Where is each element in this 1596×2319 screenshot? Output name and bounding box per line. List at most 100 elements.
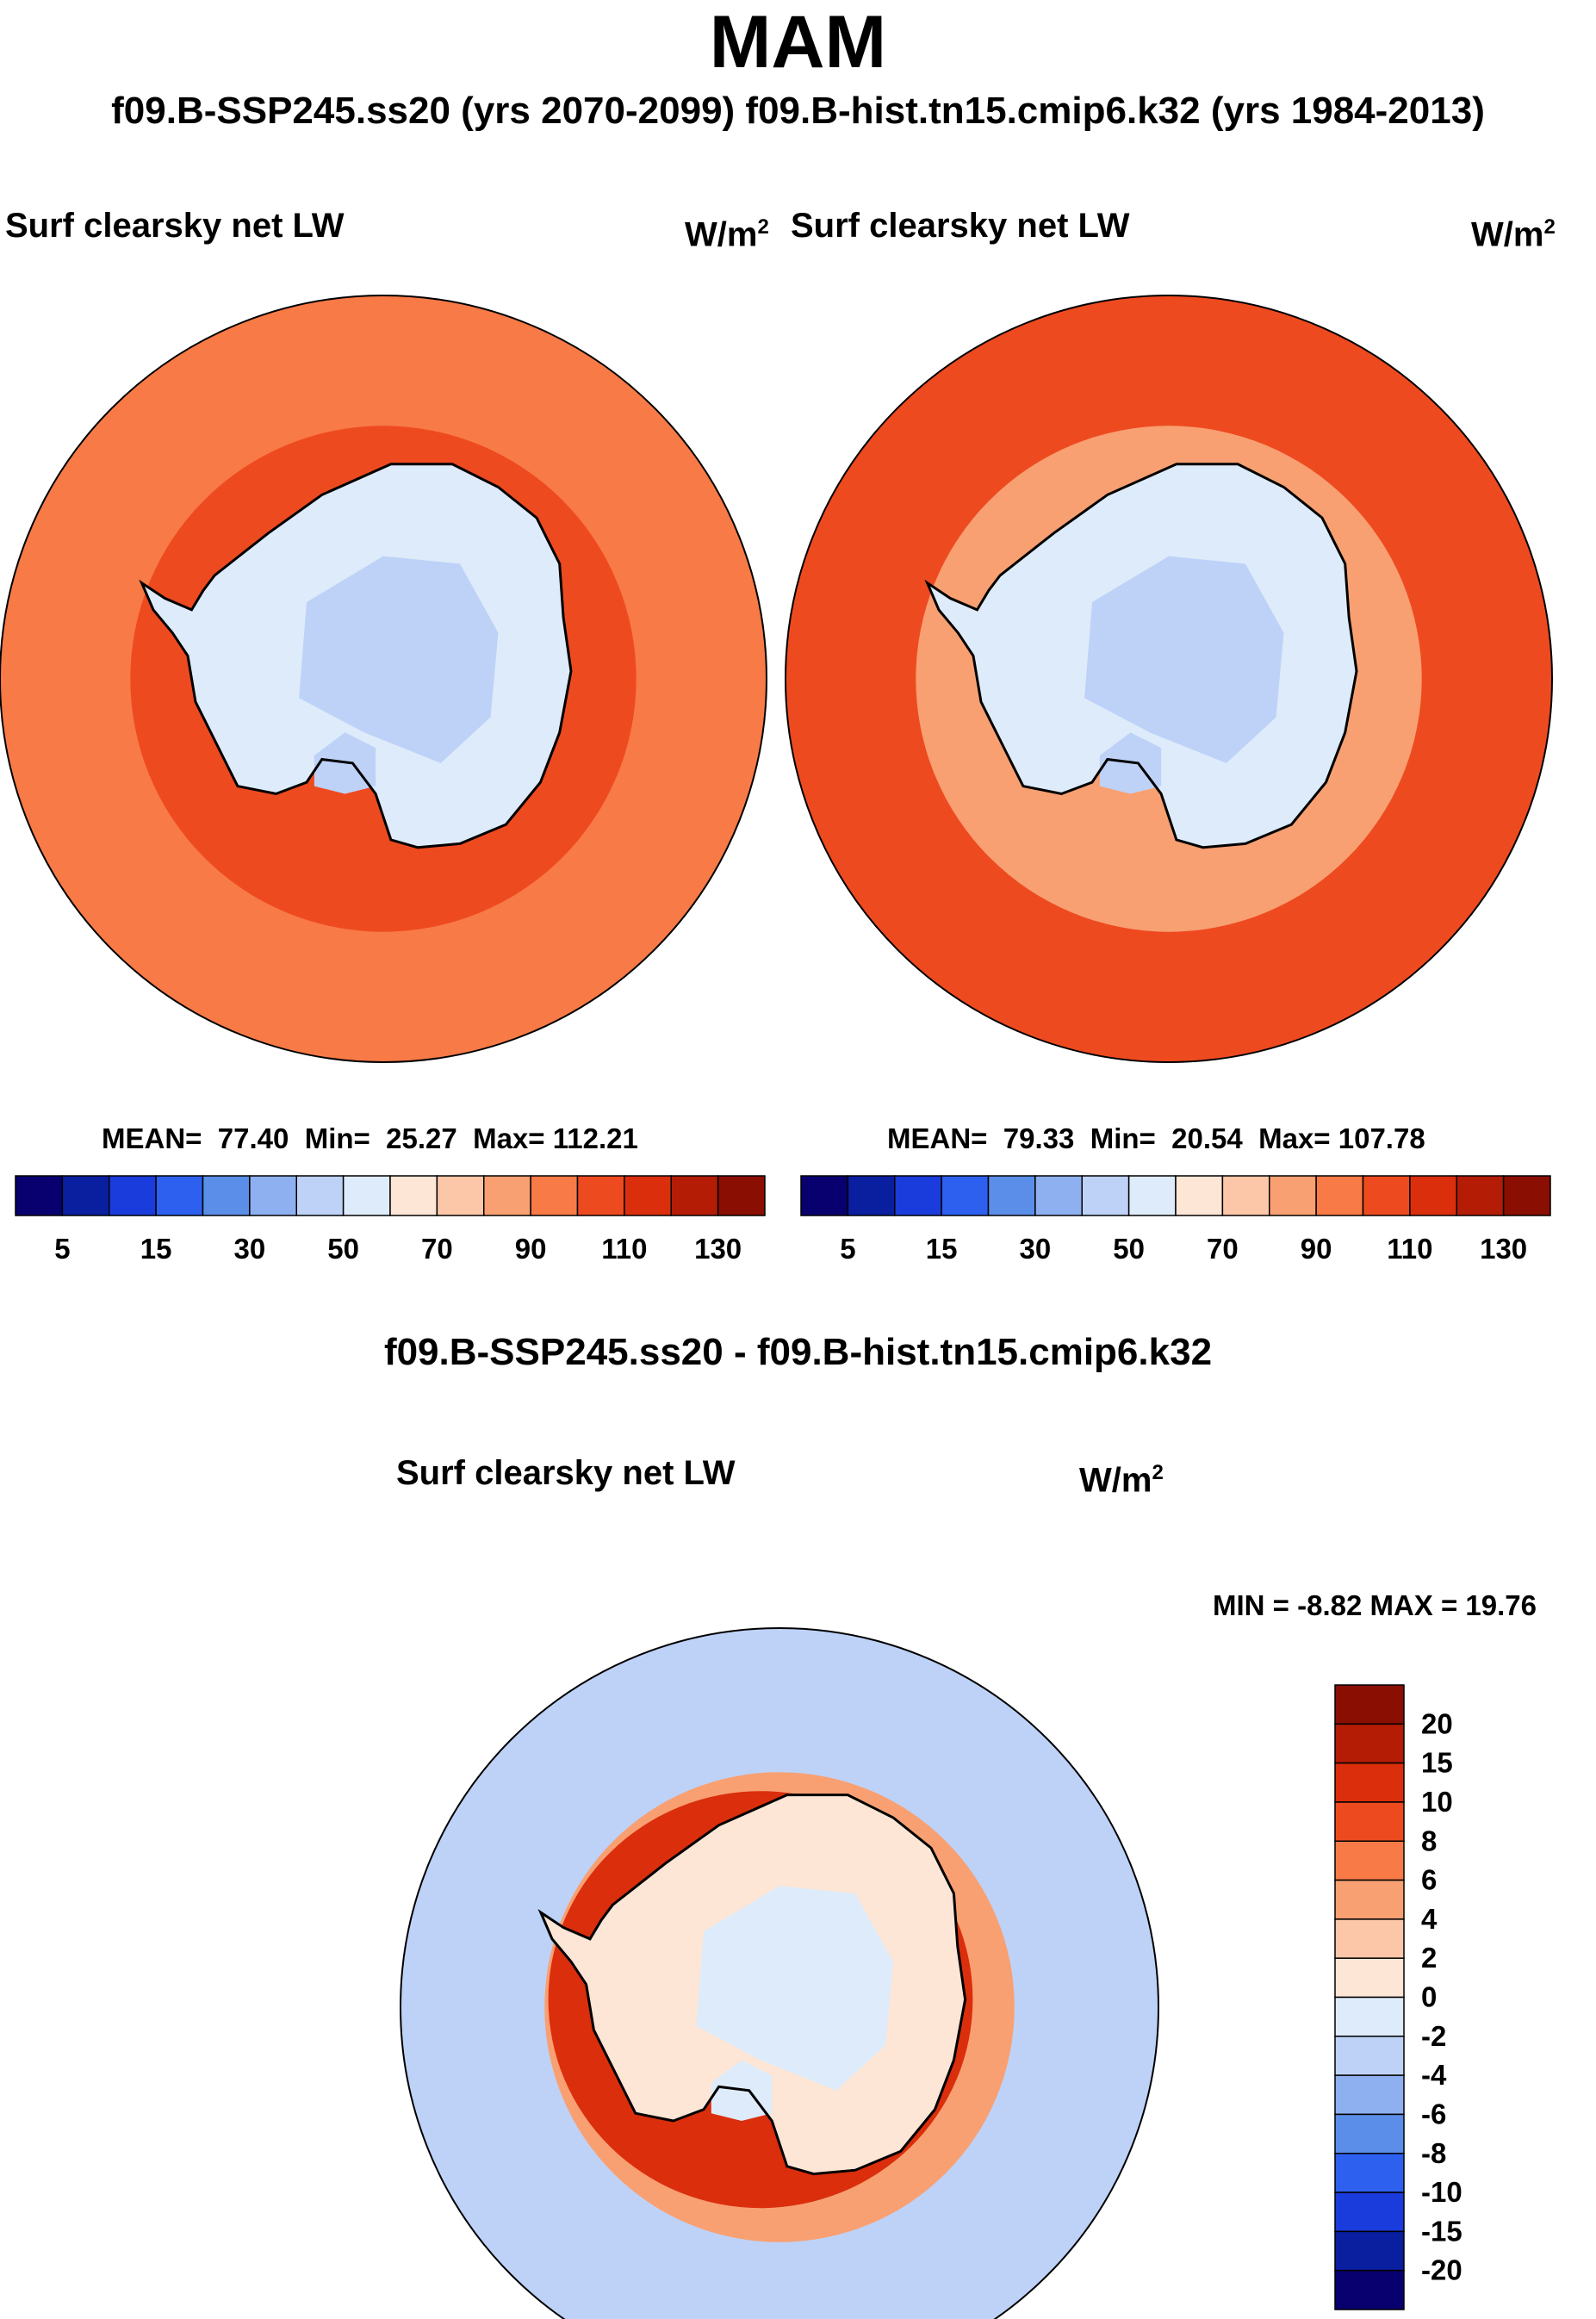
- right-colorbar-box: [1362, 1175, 1411, 1216]
- right-colorbar-tick-label: 15: [926, 1233, 958, 1265]
- right-colorbar-tick-label: 110: [1387, 1233, 1432, 1265]
- diff-colorbar-box: [1334, 1957, 1405, 1999]
- diff-colorbar-tick-label: 15: [1421, 1747, 1453, 1779]
- right-colorbar-box: [800, 1175, 849, 1216]
- left-colorbar-box: [109, 1175, 157, 1216]
- right-colorbar-box: [1269, 1175, 1317, 1216]
- diff-colorbar-box: [1334, 2113, 1405, 2154]
- right-colorbar-box: [941, 1175, 990, 1216]
- diff-colorbar-box: [1334, 2192, 1405, 2233]
- left-colorbar-box: [624, 1175, 672, 1216]
- left-colorbar-box: [717, 1175, 766, 1216]
- diff-colorbar-box: [1334, 1918, 1405, 1959]
- diff-colorbar-box: [1334, 1840, 1405, 1881]
- right-colorbar-box: [1081, 1175, 1130, 1216]
- left-colorbar-box: [576, 1175, 625, 1216]
- left-colorbar-tick-label: 90: [515, 1233, 547, 1265]
- diff-colorbar-tick-label: -2: [1421, 2020, 1446, 2052]
- left-colorbar-box: [15, 1175, 64, 1216]
- left-colorbar: 5 15 30 50 70 90 110 130: [15, 1175, 766, 1265]
- diff-field-label: Surf clearsky net LW: [396, 1454, 736, 1492]
- diff-units: W/m2: [1079, 1461, 1164, 1500]
- diff-colorbar-box: [1334, 2036, 1405, 2076]
- right-units: W/m2: [1471, 215, 1556, 254]
- right-colorbar: 5 15 30 50 70 90 110 130: [800, 1175, 1551, 1265]
- left-colorbar-box: [670, 1175, 719, 1216]
- main-title: MAM: [709, 1, 887, 84]
- diff-colorbar-box: [1334, 1801, 1405, 1842]
- right-colorbar-box: [1315, 1175, 1364, 1216]
- diff-colorbar-tick-label: -6: [1421, 2098, 1446, 2129]
- diff-colorbar-tick-label: 4: [1421, 1903, 1438, 1935]
- diff-colorbar-box: [1334, 2230, 1405, 2272]
- left-map: [0, 295, 767, 1063]
- diff-colorbar-tick-label: 2: [1421, 1942, 1437, 1974]
- left-colorbar-box: [155, 1175, 204, 1216]
- right-colorbar-tick-label: 30: [1020, 1233, 1052, 1265]
- left-colorbar-tick-label: 70: [421, 1233, 453, 1265]
- diff-colorbar-tick-label: 8: [1421, 1825, 1437, 1856]
- diff-colorbar-box: [1334, 1879, 1405, 1920]
- right-colorbar-box: [1034, 1175, 1083, 1216]
- diff-colorbar-box: [1334, 2074, 1405, 2116]
- right-colorbar-box: [1127, 1175, 1177, 1216]
- diff-colorbar-box: [1334, 2153, 1405, 2193]
- difference-title: f09.B-SSP245.ss20 - f09.B-hist.tn15.cmip…: [383, 1331, 1213, 1373]
- diff-colorbar-box: [1334, 2269, 1405, 2310]
- subtitle: f09.B-SSP245.ss20 (yrs 2070-2099) f09.B-…: [111, 90, 1485, 132]
- right-colorbar-box: [1456, 1175, 1505, 1216]
- left-colorbar-box: [202, 1175, 251, 1216]
- diff-colorbar-tick-label: -20: [1421, 2254, 1462, 2286]
- diff-colorbar-tick-label: 20: [1421, 1707, 1453, 1739]
- diff-colorbar-tick-label: -4: [1421, 2059, 1447, 2091]
- left-units: W/m2: [685, 215, 769, 254]
- right-colorbar-box: [1175, 1175, 1224, 1216]
- left-colorbar-box: [61, 1175, 110, 1216]
- left-colorbar-tick-label: 110: [601, 1233, 647, 1265]
- right-colorbar-box: [847, 1175, 896, 1216]
- right-interior: [1084, 556, 1284, 763]
- left-colorbar-box: [249, 1175, 297, 1216]
- diff-stats: MIN = -8.82 MAX = 19.76: [1213, 1589, 1537, 1621]
- left-colorbar-tick-label: 50: [327, 1233, 359, 1265]
- left-colorbar-tick-label: 15: [140, 1233, 172, 1265]
- right-colorbar-tick-label: 50: [1113, 1233, 1145, 1265]
- right-map-border: [785, 295, 1553, 1063]
- left-colorbar-tick-label: 5: [54, 1233, 70, 1265]
- diff-map-border: [400, 1627, 1159, 2319]
- diff-colorbar-tick-label: -10: [1421, 2176, 1462, 2208]
- right-colorbar-tick-label: 90: [1301, 1233, 1332, 1265]
- right-colorbar-box: [1221, 1175, 1270, 1216]
- diff-colorbar-tick-label: 0: [1421, 1981, 1437, 2013]
- diff-colorbar-box: [1334, 1762, 1405, 1803]
- left-stats: MEAN= 77.40 Min= 25.27 Max= 112.21: [102, 1122, 638, 1154]
- right-colorbar-tick-label: 5: [840, 1233, 855, 1265]
- left-colorbar-tick-label: 130: [694, 1233, 742, 1265]
- left-field-label: Surf clearsky net LW: [5, 207, 345, 245]
- diff-colorbar-box: [1334, 1996, 1405, 2037]
- right-colorbar-box: [987, 1175, 1036, 1216]
- right-colorbar-box: [1409, 1175, 1457, 1216]
- diff-colorbar-tick-label: -15: [1421, 2215, 1462, 2247]
- right-colorbar-tick-label: 70: [1207, 1233, 1239, 1265]
- right-colorbar-tick-label: 130: [1480, 1233, 1527, 1265]
- left-colorbar-tick-label: 30: [234, 1233, 266, 1265]
- right-colorbar-box: [1502, 1175, 1551, 1216]
- diff-colorbar-box: [1334, 1723, 1405, 1764]
- diff-colorbar-tick-label: -8: [1421, 2137, 1446, 2169]
- left-colorbar-box: [436, 1175, 485, 1216]
- left-map-border: [0, 295, 767, 1063]
- left-colorbar-box: [342, 1175, 391, 1216]
- right-stats: MEAN= 79.33 Min= 20.54 Max= 107.78: [887, 1122, 1425, 1154]
- right-map: [785, 295, 1553, 1063]
- diff-coastline: [537, 1794, 967, 2176]
- diff-colorbar-tick-label: 10: [1421, 1786, 1453, 1818]
- right-field-label: Surf clearsky net LW: [791, 207, 1130, 245]
- left-colorbar-box: [530, 1175, 579, 1216]
- left-colorbar-box: [389, 1175, 438, 1216]
- left-colorbar-box: [483, 1175, 531, 1216]
- right-coastline: [924, 463, 1358, 849]
- left-coastline: [139, 463, 573, 849]
